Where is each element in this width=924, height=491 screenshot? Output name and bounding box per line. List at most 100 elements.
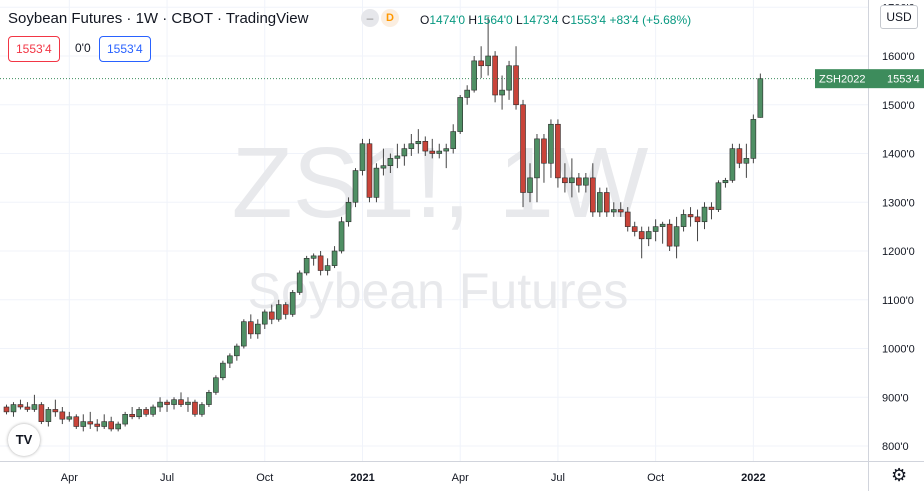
candle [520,99,526,208]
high-value: 1564'0 [477,13,513,27]
candle-body-down [52,409,59,413]
candle [150,404,156,417]
price-tick-label: 1500'0 [882,100,915,112]
candle [541,134,547,183]
candle-body-up [80,421,87,427]
candle-body-up [213,377,219,393]
candle-body-up [506,65,512,91]
candle [296,270,303,295]
delay-badge[interactable]: D [381,9,399,27]
header-toggle[interactable]: – D [361,9,401,27]
spread-value: 0'0 [75,41,91,55]
buy-button[interactable]: 1553'4 [99,36,151,62]
price-tick-label: 1100'0 [882,295,914,307]
candle-body-up [596,192,603,213]
candle-body-up [757,78,764,118]
candle-body-up [527,177,533,193]
candle-body-up [743,158,750,164]
candle-body-up [499,89,505,96]
candle [178,392,184,407]
candle [694,209,701,242]
candle [199,402,205,417]
candle [275,299,282,322]
candle [303,255,310,276]
candle [10,402,17,417]
candle [443,143,450,169]
candle-body-up [680,214,687,227]
candle-body-up [338,221,345,252]
tradingview-logo[interactable]: TV [8,424,40,456]
candle-body-up [310,255,317,259]
candle-body-up [610,209,617,213]
candle [268,304,275,325]
candle [513,46,519,110]
candle [562,163,568,193]
candle-body-down [492,55,498,96]
candle [310,253,317,266]
candle-body-up [722,180,729,184]
candle-body-down [513,65,519,106]
candle [590,163,596,217]
candle [729,143,736,183]
time-tick-label: Apr [61,472,78,484]
candle [143,407,149,417]
candle-body-down [708,206,715,210]
candle [31,394,38,412]
price-tag: ZSH2022 1553'4 [815,69,924,89]
close-label: C [561,13,571,27]
sell-button[interactable]: 1553'4 [8,36,60,62]
candle [555,119,561,188]
candle-body-up [373,167,380,198]
candle-body-up [171,399,177,405]
candle [115,421,121,432]
candle-body-down [164,401,170,405]
candle-body-up [652,226,659,232]
candle-body-up [450,131,457,149]
candle-body-down [478,60,484,67]
watermark-name: Soybean Futures [248,263,629,319]
gear-icon[interactable]: ⚙ [891,465,908,485]
candle-body-up [359,143,366,171]
candle [122,411,128,427]
candle [234,343,240,361]
currency-selector[interactable]: USD [880,5,918,29]
candle [66,411,73,422]
candle-body-down [562,177,568,184]
candle-body-down [603,192,610,213]
candle-body-down [617,209,624,213]
candle [206,389,212,407]
candle-body-up [394,155,401,159]
price-tick-label: 1200'0 [882,246,915,258]
candle-body-up [345,201,352,223]
candle [422,136,429,156]
candle-body-up [303,258,310,274]
candle-body-up [534,138,540,179]
candle [757,73,764,118]
change-value: +83'4 (+5.68%) [609,13,692,27]
candle-body-up [45,409,52,422]
candle-body-up [227,355,233,364]
candle-body-down [429,150,436,154]
candle-body-up [729,148,736,181]
candle [3,404,10,415]
candle [380,148,387,176]
candle [569,158,575,198]
candle-body-down [576,177,582,186]
ohlc-legend: O1474'0 H1564'0 L1473'4 C1553'4 +83'4 (+… [420,9,691,31]
candle [429,138,436,159]
price-tick-label: 1600'0 [882,51,915,63]
price-axis[interactable]: 800'0 900'0 1000'0 1100'0 1200'0 1300'0 1400'0… [882,2,915,453]
candle-body-up [101,421,108,427]
price-tick-label: 800'0 [882,441,909,453]
minus-icon[interactable]: – [361,9,379,27]
candle-body-up [436,150,443,154]
chart-title: Soybean Futures · 1W · CBOT · TradingVie… [8,10,309,27]
time-axis[interactable]: Apr Jul Oct 2021 Apr Jul Oct 2022 [61,472,766,484]
candle [254,319,261,339]
candle-body-down [694,216,701,223]
candle [750,114,757,164]
candle [80,414,87,432]
candle [680,209,687,232]
candle-body-up [457,97,464,132]
